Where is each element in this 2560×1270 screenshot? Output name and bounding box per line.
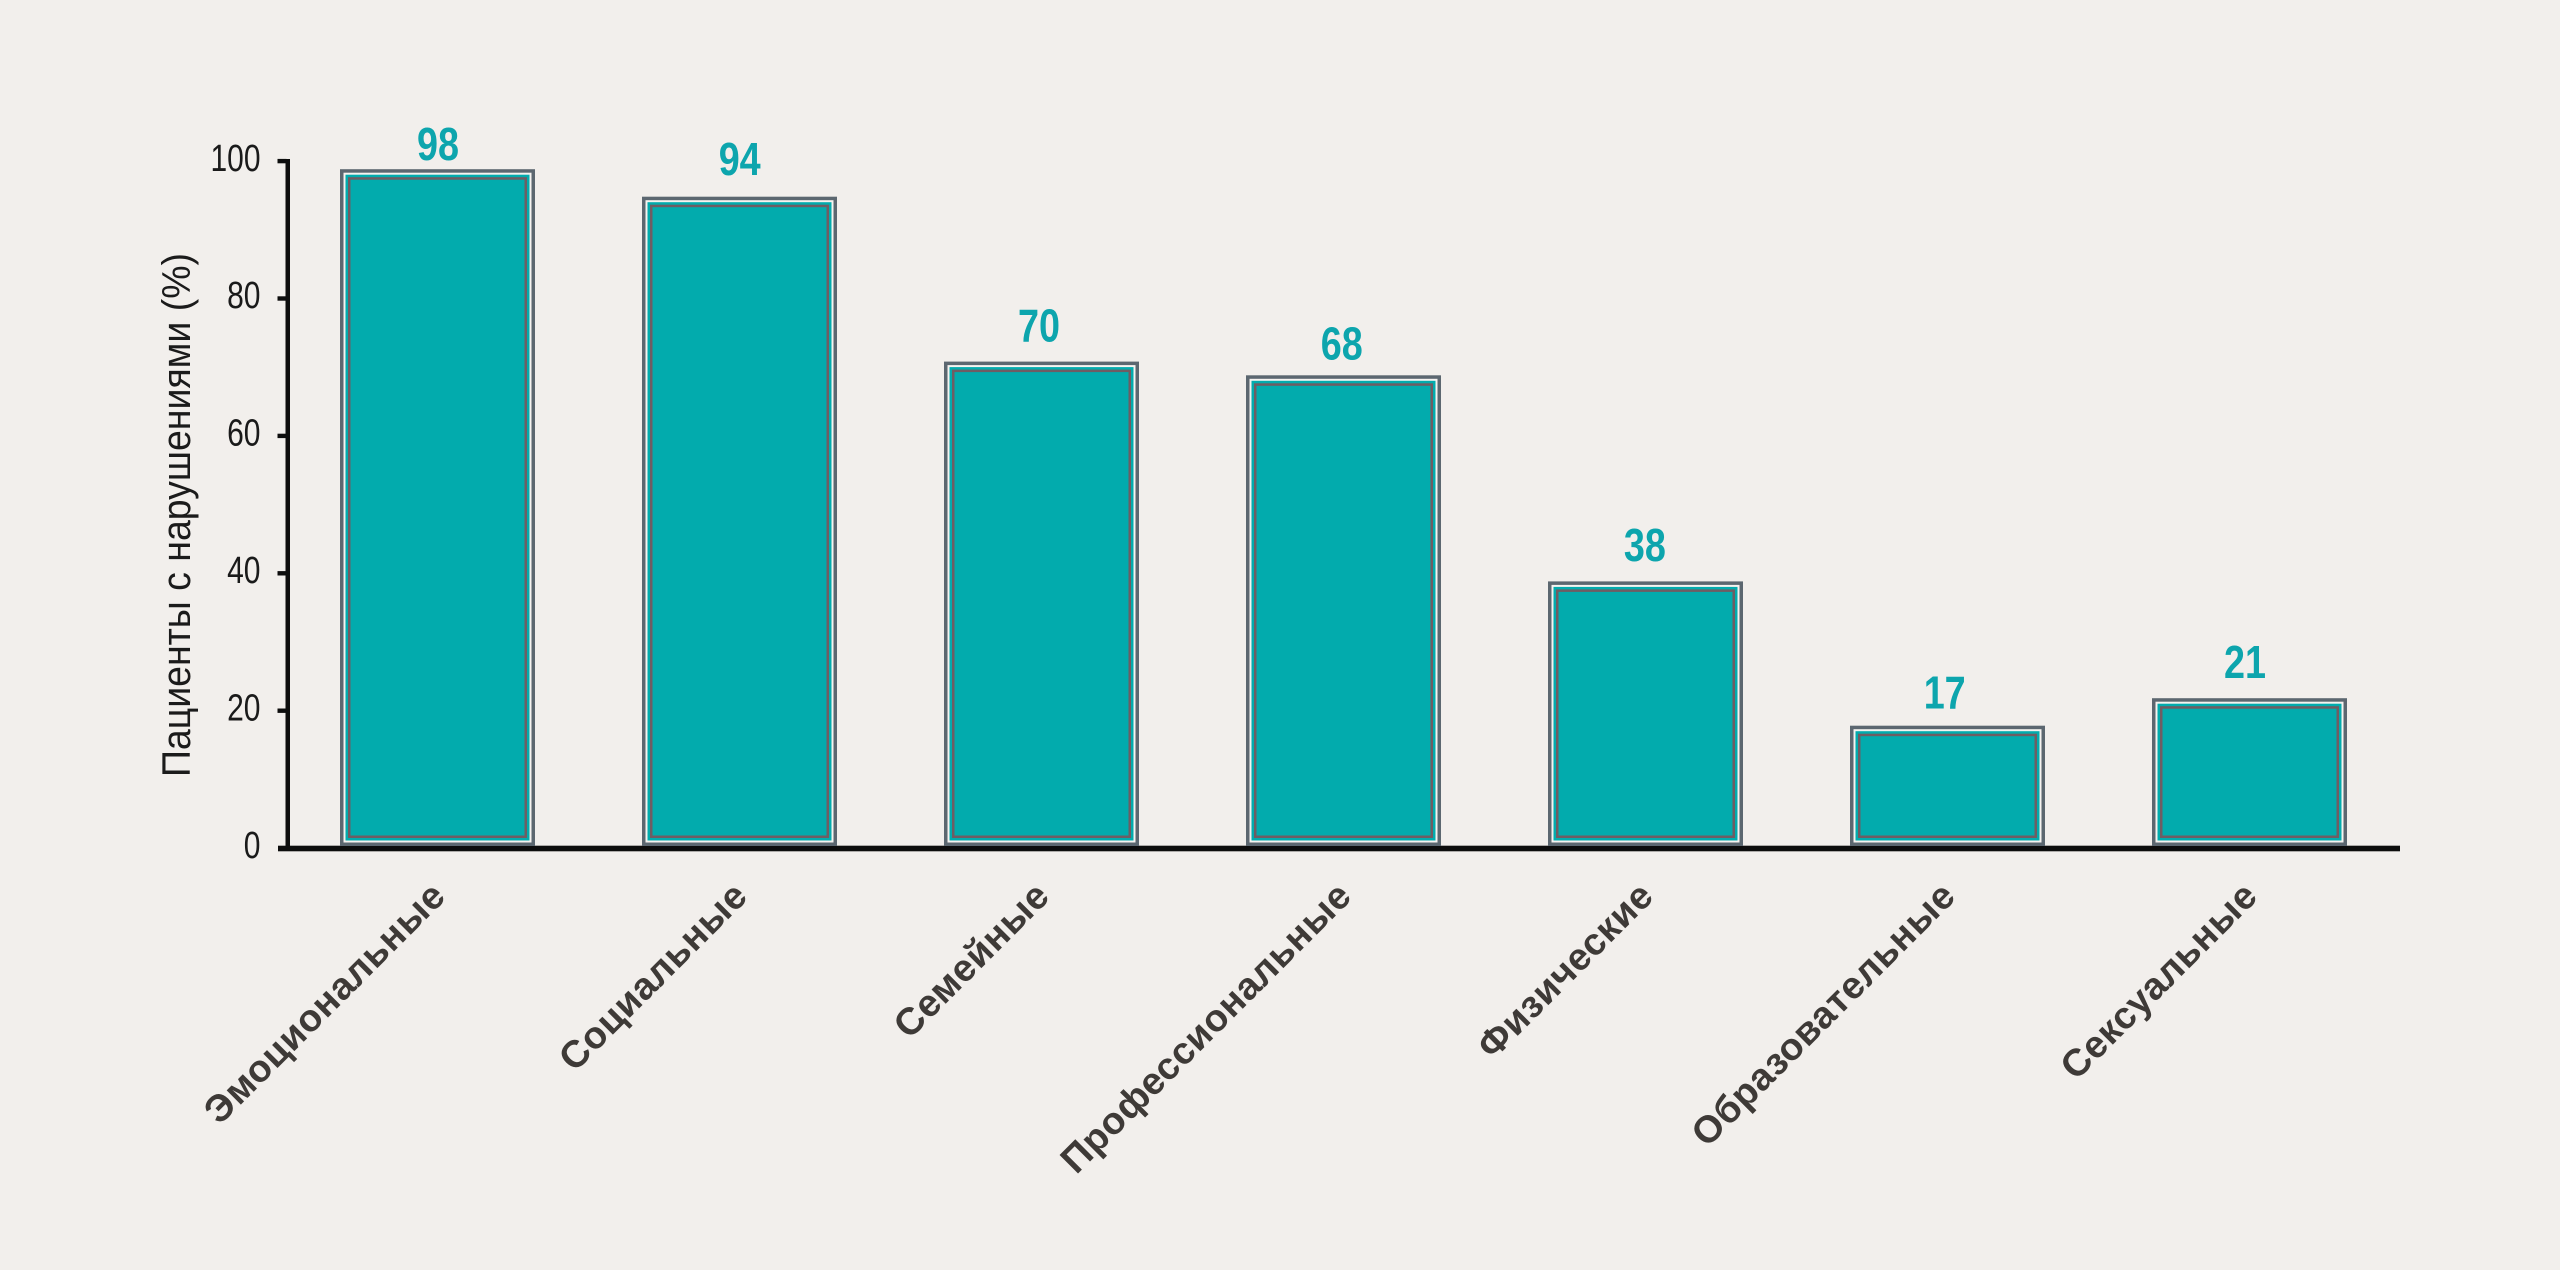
svg-text:0: 0 [244,825,261,867]
svg-text:40: 40 [227,550,260,592]
svg-text:60: 60 [227,413,260,455]
svg-text:68: 68 [1321,318,1363,370]
svg-text:17: 17 [1924,667,1966,719]
svg-text:20: 20 [227,687,260,729]
svg-text:70: 70 [1018,300,1060,352]
svg-text:38: 38 [1624,519,1666,571]
svg-text:21: 21 [2224,636,2266,688]
svg-text:80: 80 [227,275,260,317]
svg-text:Пациенты с нарушениями (%): Пациенты с нарушениями (%) [155,253,199,777]
svg-text:94: 94 [719,133,761,185]
svg-text:100: 100 [211,138,261,180]
svg-text:98: 98 [417,118,459,170]
